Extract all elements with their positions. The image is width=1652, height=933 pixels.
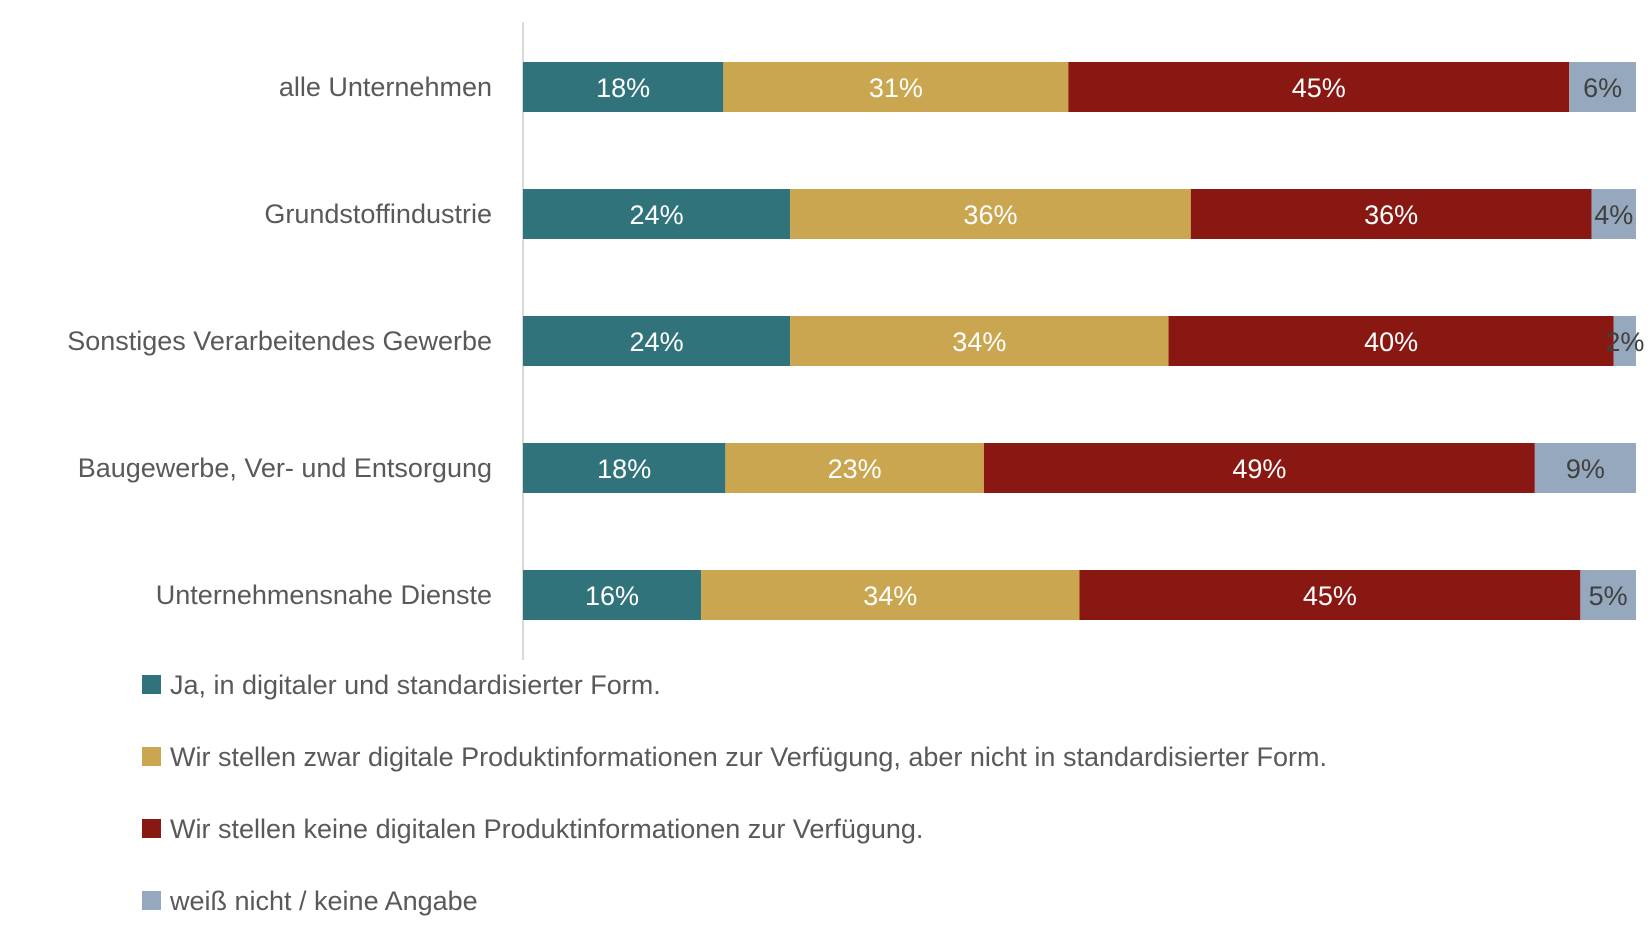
bar-segment — [523, 62, 724, 112]
bar-segment — [523, 570, 702, 620]
data-label: 6% — [1583, 73, 1622, 103]
data-label: 36% — [1364, 200, 1418, 230]
category-label: Grundstoffindustrie — [264, 199, 492, 229]
category-labels: alle Unternehmen Grundstoffindustrie Sonst… — [67, 72, 492, 610]
bar-segment — [1079, 570, 1581, 620]
bar-segment — [523, 316, 791, 366]
bar-segment — [790, 316, 1169, 366]
category-label: Sonstiges Verarbeitendes Gewerbe — [67, 326, 492, 356]
bar-segment — [1168, 316, 1614, 366]
bar-segment — [523, 189, 791, 239]
legend-swatch — [142, 747, 161, 766]
data-label: 36% — [963, 200, 1017, 230]
bar-segment — [1068, 62, 1570, 112]
bar-segment — [725, 443, 984, 493]
data-label: 5% — [1589, 581, 1628, 611]
data-label: 31% — [869, 73, 923, 103]
data-label: 24% — [630, 200, 684, 230]
bar-segment — [723, 62, 1069, 112]
legend-label: Wir stellen zwar digitale Produktinforma… — [170, 742, 1327, 772]
legend-label: Ja, in digitaler und standardisierter Fo… — [170, 670, 661, 700]
bar-segment — [1569, 62, 1636, 112]
bar-segment — [1190, 189, 1592, 239]
legend: Ja, in digitaler und standardisierter Fo… — [142, 670, 1327, 916]
bar-segment — [1613, 316, 1636, 366]
bars: 18% 31% 45% 6% 24% 36% 36% 4% 24% 34% 40% 2% 18% 23% 4… — [523, 62, 1644, 620]
legend-label: Wir stellen keine digitalen Produktinfor… — [170, 814, 923, 844]
legend-swatch — [142, 819, 161, 838]
data-label: 45% — [1292, 73, 1346, 103]
data-label: 9% — [1566, 454, 1605, 484]
bar-segment — [790, 189, 1191, 239]
legend-label: weiß nicht / keine Angabe — [169, 886, 478, 916]
bar-segment — [523, 443, 726, 493]
data-label: 18% — [597, 454, 651, 484]
legend-swatch — [142, 891, 161, 910]
bar-segment — [1591, 189, 1636, 239]
data-label: 2% — [1605, 327, 1644, 357]
data-label: 49% — [1232, 454, 1286, 484]
bar-segment — [1580, 570, 1636, 620]
data-label: 18% — [596, 73, 650, 103]
data-label: 23% — [828, 454, 882, 484]
category-label: Unternehmensnahe Dienste — [156, 580, 492, 610]
data-label: 40% — [1364, 327, 1418, 357]
bar-segment — [983, 443, 1535, 493]
bar-segment — [701, 570, 1080, 620]
data-label: 45% — [1303, 581, 1357, 611]
bar-segment — [1534, 443, 1636, 493]
category-label: Baugewerbe, Ver- und Entsorgung — [78, 453, 492, 483]
category-label: alle Unternehmen — [279, 72, 492, 102]
legend-swatch — [142, 675, 161, 694]
data-label: 34% — [952, 327, 1006, 357]
data-label: 4% — [1594, 200, 1633, 230]
data-label: 16% — [585, 581, 639, 611]
data-label: 34% — [863, 581, 917, 611]
data-label: 24% — [630, 327, 684, 357]
